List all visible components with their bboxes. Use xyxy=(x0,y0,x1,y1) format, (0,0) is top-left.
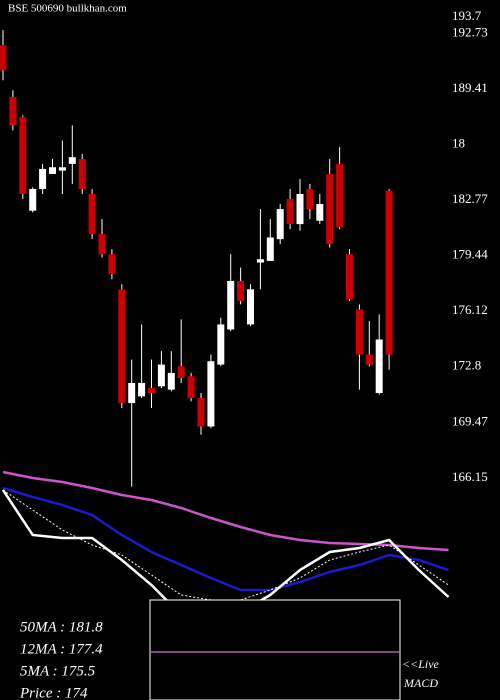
candle-body xyxy=(118,289,126,404)
candle-body xyxy=(266,237,274,261)
candle-body xyxy=(276,209,284,240)
candle-body xyxy=(9,96,17,126)
candle-body xyxy=(385,190,393,355)
candle-body xyxy=(306,188,314,210)
y-tick-label: 179.44 xyxy=(452,247,488,262)
candle-body xyxy=(207,361,215,427)
chart-title: BSE 500690 bullkhan.com xyxy=(8,3,127,15)
candle-body xyxy=(58,167,66,171)
legend-entry: 12MA : 177.4 xyxy=(20,641,103,657)
candle-body xyxy=(227,280,235,330)
candle-body xyxy=(237,280,245,302)
candle-body xyxy=(19,117,27,194)
candle-body xyxy=(68,157,76,164)
y-tick-label: 193.7 xyxy=(452,8,482,23)
candle-body xyxy=(29,188,37,211)
candle-body xyxy=(365,354,373,365)
candles xyxy=(0,30,393,487)
candle-body xyxy=(336,163,344,228)
y-tick-label: 192.73 xyxy=(452,24,488,39)
candle-body xyxy=(355,309,363,355)
y-tick-label: 172.8 xyxy=(452,358,481,373)
candle-body xyxy=(375,339,383,394)
annotation: <<Live xyxy=(402,657,440,671)
y-tick-label: 189.41 xyxy=(452,80,488,95)
annotation: MACD xyxy=(403,676,438,690)
candle-body xyxy=(296,193,304,225)
candle-body xyxy=(88,193,96,235)
candle-body xyxy=(0,45,7,71)
candle-body xyxy=(286,199,294,225)
candle-body xyxy=(157,364,165,387)
candle-body xyxy=(98,234,106,255)
candle-body xyxy=(217,324,225,365)
y-tick-label: 18 xyxy=(452,135,465,150)
candle-body xyxy=(128,382,136,404)
y-tick-label: 182.77 xyxy=(452,191,488,206)
macd-box xyxy=(149,599,401,700)
candle-body xyxy=(148,387,155,394)
candle-body xyxy=(39,168,47,189)
candle-body xyxy=(108,254,116,275)
indicator-line xyxy=(2,486,449,592)
candle-body xyxy=(49,167,56,174)
candle-body xyxy=(247,289,254,325)
legend-entry: Price : 174 xyxy=(19,685,88,700)
candle-body xyxy=(326,173,334,245)
candle-body xyxy=(187,376,195,399)
legend: 50MA : 181.8 12MA : 177.4 5MA : 175.5 Price… xyxy=(19,619,103,700)
candle-body xyxy=(197,398,205,427)
candle-body xyxy=(177,366,185,378)
candle-body xyxy=(138,382,146,397)
candle-body xyxy=(78,158,86,189)
candle-body xyxy=(316,204,324,221)
y-tick-label: 169.47 xyxy=(452,413,488,428)
y-tick-label: 176.12 xyxy=(452,302,488,317)
legend-entry: 50MA : 181.8 xyxy=(20,619,103,635)
candle-body xyxy=(256,259,264,263)
legend-entry: 5MA : 175.5 xyxy=(20,663,96,679)
y-tick-label: 166.15 xyxy=(452,469,488,484)
candle-body xyxy=(167,372,175,390)
candle-body xyxy=(346,254,353,300)
